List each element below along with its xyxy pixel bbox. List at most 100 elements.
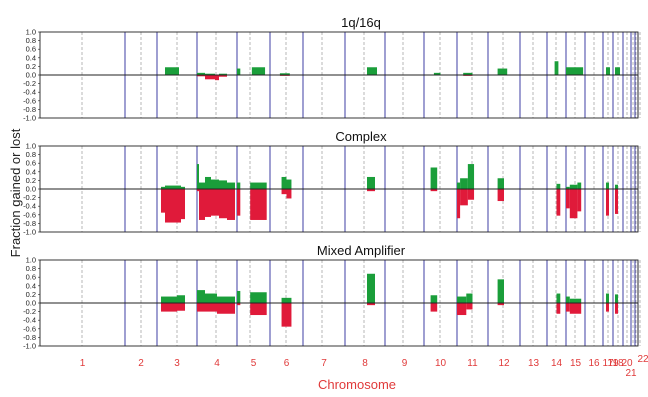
gain-bar xyxy=(569,298,582,303)
x-tick-label: 9 xyxy=(402,358,408,369)
y-tick-label: -0.8 xyxy=(23,105,36,114)
loss-bar xyxy=(211,189,219,216)
x-tick-label: 22 xyxy=(637,354,648,365)
loss-bar xyxy=(217,303,235,314)
gain-bar xyxy=(211,179,219,189)
panel-2: Complex 1.00.80.60.40.20.0-0.2-0.4-0.6-0.… xyxy=(23,129,641,237)
loss-bar xyxy=(367,303,375,306)
loss-bar xyxy=(197,75,205,77)
y-tick-label: 0.4 xyxy=(26,281,36,290)
loss-bar xyxy=(205,75,215,80)
gain-bar xyxy=(227,182,235,189)
y-tick-label: 0.6 xyxy=(26,45,36,54)
y-tick-label: 1.0 xyxy=(26,142,36,151)
gain-bar xyxy=(497,178,504,189)
loss-bar xyxy=(199,189,205,220)
loss-bar xyxy=(606,189,609,216)
gain-bar xyxy=(556,183,561,189)
panel-1: 1q/16q 1.00.80.60.40.20.0-0.2-0.4-0.6-0.8… xyxy=(23,15,641,123)
x-tick-label: 16 xyxy=(588,358,600,369)
loss-bar xyxy=(566,189,570,209)
gain-bar xyxy=(197,290,205,303)
loss-bar xyxy=(286,189,292,199)
gain-bar xyxy=(497,279,504,303)
y-tick-label: 0.6 xyxy=(26,159,36,168)
loss-bar xyxy=(566,303,570,312)
y-tick-label: -0.4 xyxy=(23,316,36,325)
loss-bar xyxy=(467,189,475,200)
loss-bar xyxy=(161,303,177,312)
loss-bar xyxy=(457,189,461,219)
y-tick-label: 0.2 xyxy=(26,62,36,71)
panel-3: Mixed Amplifier1.00.80.60.40.20.0-0.2-0.… xyxy=(23,243,641,351)
x-tick-label: 18 xyxy=(612,358,624,369)
gain-bar xyxy=(466,293,473,303)
gain-bar xyxy=(497,68,508,75)
loss-bar xyxy=(197,303,205,312)
y-tick-label: -0.4 xyxy=(23,88,36,97)
gain-bar xyxy=(161,296,177,303)
loss-bar xyxy=(250,189,267,220)
gain-bar xyxy=(457,296,467,303)
loss-bar xyxy=(569,303,582,314)
gain-bar xyxy=(251,67,266,75)
y-tick-label: 0.6 xyxy=(26,273,36,282)
gain-bar xyxy=(367,273,375,303)
gain-bar xyxy=(237,182,241,189)
loss-bar xyxy=(181,189,185,220)
y-tick-label: -0.2 xyxy=(23,193,36,202)
gain-bar xyxy=(615,184,618,189)
loss-bar xyxy=(466,303,473,310)
loss-bar xyxy=(430,189,438,192)
gain-bar xyxy=(237,290,241,303)
gain-bar xyxy=(566,296,570,303)
gain-bar xyxy=(460,178,468,189)
gain-bar xyxy=(569,184,578,189)
gain-bar xyxy=(577,182,582,189)
gain-bar xyxy=(367,176,375,189)
x-tick-label: 1 xyxy=(80,358,86,369)
y-tick-label: -0.6 xyxy=(23,96,36,105)
gain-bar xyxy=(430,167,438,189)
loss-bar xyxy=(237,189,241,216)
x-tick-label: 19 xyxy=(607,358,619,369)
gain-bar xyxy=(281,176,287,189)
loss-bar xyxy=(177,303,185,311)
y-tick-label: 0.8 xyxy=(26,264,36,273)
gain-bar xyxy=(430,295,438,303)
x-tick-label: 14 xyxy=(551,358,563,369)
x-tick-label: 11 xyxy=(467,358,478,369)
x-tick-label: 5 xyxy=(251,358,257,369)
gain-bar xyxy=(217,296,235,303)
loss-bar xyxy=(606,303,609,312)
x-tick-label: 13 xyxy=(528,358,540,369)
y-tick-label: -1.0 xyxy=(23,228,36,237)
gain-bar xyxy=(463,72,473,75)
y-tick-label: 0.2 xyxy=(26,290,36,299)
gain-bar xyxy=(615,294,618,303)
loss-bar xyxy=(237,303,241,306)
gain-bar xyxy=(556,293,561,303)
loss-bar xyxy=(219,189,227,219)
gain-bar xyxy=(161,186,165,189)
loss-bar xyxy=(556,189,561,216)
gain-bar xyxy=(615,67,620,75)
gain-bar xyxy=(250,182,267,189)
panel-title: Mixed Amplifier xyxy=(317,243,406,258)
y-tick-label: 0.0 xyxy=(26,299,36,308)
y-tick-label: -0.2 xyxy=(23,307,36,316)
loss-bar xyxy=(497,189,504,202)
loss-bar xyxy=(569,189,578,219)
y-tick-label: -0.4 xyxy=(23,202,36,211)
y-tick-label: 0.4 xyxy=(26,53,36,62)
panel-title: 1q/16q xyxy=(341,15,381,30)
gain-bar xyxy=(165,67,179,75)
loss-bar xyxy=(615,303,618,314)
gain-bar xyxy=(219,180,227,189)
y-tick-label: -0.6 xyxy=(23,210,36,219)
x-tick-label: 4 xyxy=(214,358,220,369)
gain-bar xyxy=(181,186,185,189)
